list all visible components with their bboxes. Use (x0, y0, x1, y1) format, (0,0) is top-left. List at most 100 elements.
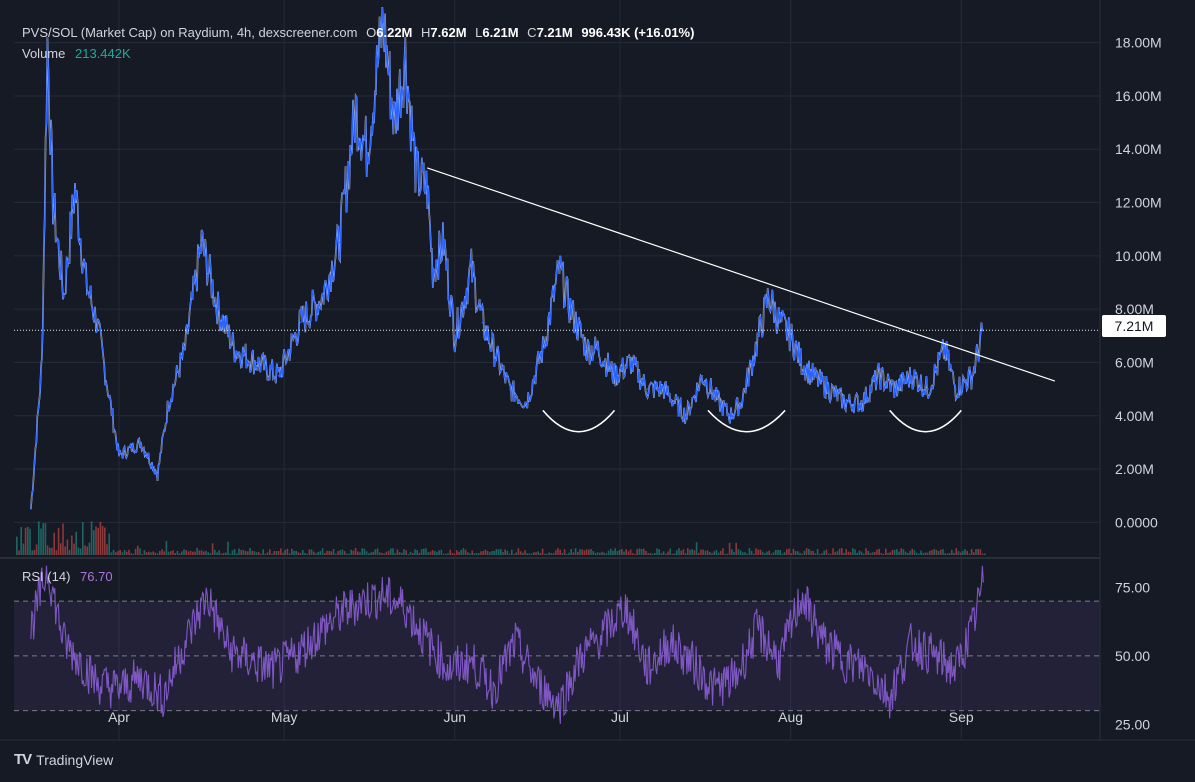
volume-value: 213.442K (75, 46, 131, 61)
volume-bar (260, 554, 262, 555)
volume-bar (856, 552, 858, 555)
volume-bar (616, 550, 619, 555)
volume-bar (781, 553, 784, 555)
resistance-trendline (427, 167, 1056, 382)
volume-bar (423, 548, 425, 555)
volume-bar (660, 553, 663, 555)
volume-bar (218, 550, 220, 555)
price-tick-label: 14.00M (1115, 141, 1162, 157)
volume-bar (75, 531, 77, 555)
volume-legend: Volume 213.442K (22, 46, 131, 61)
volume-bar (579, 549, 581, 555)
volume-bar (453, 553, 456, 555)
volume-bar (447, 553, 449, 555)
volume-bar (874, 552, 876, 555)
tradingview-branding[interactable]: TV TradingView (14, 751, 113, 768)
volume-bar (656, 548, 658, 555)
volume-bar (328, 551, 330, 555)
volume-bar (792, 548, 795, 555)
volume-bar (365, 551, 368, 555)
rsi-guides (14, 600, 1100, 712)
volume-bar (566, 554, 568, 555)
volume-bar (812, 551, 814, 555)
time-tick-label: Jun (444, 709, 467, 725)
price-point (338, 241, 341, 244)
price-point (558, 268, 561, 271)
volume-bar (940, 549, 942, 555)
volume-bar (258, 552, 260, 555)
volume-bar (414, 549, 416, 555)
volume-bar (409, 551, 412, 555)
volume-bar (847, 551, 850, 555)
volume-bar (330, 551, 333, 555)
volume-bar (368, 553, 370, 555)
volume-bar (546, 553, 548, 555)
volume-bar (959, 552, 962, 555)
volume-bar (911, 548, 913, 555)
volume-bar (902, 549, 905, 555)
volume-bar (489, 552, 491, 555)
volume-bar (209, 553, 212, 555)
price-point (277, 375, 280, 377)
price-point (569, 308, 572, 311)
price-point (789, 335, 792, 337)
volume-bar (801, 553, 803, 555)
volume-bar (733, 552, 735, 555)
volume-bar (68, 549, 71, 555)
price-point (255, 361, 258, 364)
volume-bar (295, 550, 297, 555)
volume-bar (819, 554, 821, 555)
volume-bar (379, 552, 381, 555)
volume-bar (192, 551, 194, 555)
volume-bar (57, 528, 60, 555)
price-point (184, 348, 186, 350)
volume-bar (601, 551, 603, 555)
price-point (354, 108, 357, 111)
volume-bar (354, 548, 357, 555)
volume-bar (935, 549, 938, 555)
volume-bar (654, 553, 656, 555)
volume-bar (343, 551, 346, 555)
price-point (299, 321, 302, 324)
volume-bar (691, 549, 693, 555)
volume-bar (643, 548, 645, 555)
volume-bar (181, 551, 183, 555)
volume-bar (297, 552, 300, 555)
volume-bar (22, 543, 25, 555)
volume-bar (462, 548, 465, 555)
volume-bar (953, 553, 955, 555)
price-point (470, 268, 473, 271)
volume-bar (968, 553, 971, 555)
price-point (778, 321, 781, 324)
price-point (96, 321, 98, 324)
price-point (140, 441, 142, 444)
price-point (200, 241, 203, 244)
volume-bar (915, 552, 918, 555)
volume-bar (170, 551, 172, 555)
volume-bar (981, 553, 984, 555)
volume-bar (178, 553, 181, 555)
volume-bar (541, 548, 544, 555)
price-point (382, 20, 385, 23)
volume-bar (502, 552, 504, 555)
volume-bar (71, 535, 73, 555)
volume-bar (662, 551, 665, 555)
price-point (701, 375, 704, 377)
volume-bar (88, 542, 91, 555)
volume-bar (937, 551, 940, 555)
volume-bar (93, 530, 95, 555)
volume-bar (35, 544, 38, 555)
price-point (894, 388, 896, 390)
price-tick-label: 10.00M (1115, 248, 1162, 264)
volume-bar (755, 548, 757, 555)
volume-bar (341, 549, 344, 555)
volume-bar (585, 549, 588, 555)
volume-bar (984, 553, 986, 555)
volume-bar (73, 543, 75, 555)
volume-bar (352, 550, 355, 555)
volume-bar (115, 552, 117, 555)
volume-bar (438, 550, 440, 555)
volume-bar (480, 551, 482, 555)
volume-bar (475, 552, 478, 555)
